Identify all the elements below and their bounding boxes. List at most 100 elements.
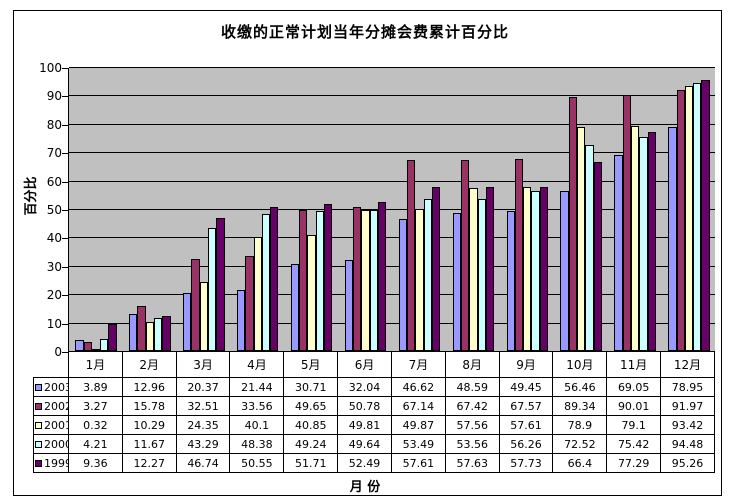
table-value: 90.01 — [607, 397, 662, 416]
table-value: 77.29 — [607, 454, 662, 473]
bar-2003-11月 — [614, 154, 623, 351]
table-value: 67.14 — [391, 397, 446, 416]
bar-1999-11月 — [647, 131, 656, 351]
table-value: 95.26 — [661, 454, 715, 473]
table-value: 11.67 — [122, 435, 177, 454]
chart-border — [13, 10, 722, 496]
table-value: 48.38 — [230, 435, 285, 454]
table-value: 49.81 — [338, 416, 392, 435]
table-value: 12.27 — [122, 454, 177, 473]
table-row: 2002 3.27 15.78 32.51 33.56 49.65 50.78 67.14 67… — [34, 397, 715, 416]
bar-2003-10月 — [560, 190, 569, 351]
x-axis-category: 10月 — [553, 352, 608, 377]
table-value: 49.24 — [284, 435, 339, 454]
bar-2003-12月 — [668, 126, 677, 351]
table-value: 89.34 — [553, 397, 608, 416]
table-value: 93.42 — [661, 416, 715, 435]
series-name: 2002 — [44, 399, 72, 413]
bar-2002-6月 — [353, 206, 362, 351]
gridline — [69, 265, 715, 267]
legend-cell: 2002 — [34, 397, 72, 416]
gridline — [69, 237, 715, 239]
bar-2000-1月 — [100, 339, 109, 351]
bar-2000-11月 — [639, 136, 648, 351]
series-name: 2001 — [44, 418, 72, 432]
bar-2002-5月 — [299, 210, 308, 351]
x-axis-category: 4月 — [230, 352, 285, 377]
bar-1999-10月 — [593, 162, 602, 351]
table-value: 79.1 — [607, 416, 662, 435]
table-value: 57.63 — [445, 454, 500, 473]
bar-2001-4月 — [253, 237, 262, 351]
table-value: 57.61 — [391, 454, 446, 473]
bar-2002-7月 — [407, 160, 416, 351]
bar-2000-7月 — [423, 199, 432, 351]
bar-1999-1月 — [108, 324, 117, 351]
gridline — [69, 322, 715, 324]
table-value: 49.65 — [284, 397, 339, 416]
gridline — [69, 209, 715, 210]
bar-2002-12月 — [676, 89, 685, 351]
bar-2003-9月 — [506, 210, 515, 351]
table-value: 57.73 — [499, 454, 554, 473]
bar-1999-8月 — [485, 187, 495, 351]
series-name: 2000 — [44, 437, 72, 451]
bar-2001-5月 — [307, 235, 316, 351]
legend-cell: 2003 — [34, 378, 72, 397]
bar-2003-5月 — [290, 263, 300, 351]
bar-2001-6月 — [361, 209, 370, 351]
table-value: 4.21 — [69, 435, 123, 454]
plot-area — [68, 67, 715, 352]
x-axis-category: 11月 — [607, 352, 662, 377]
table-value: 49.64 — [338, 435, 392, 454]
gridline — [69, 123, 715, 125]
table-value: 40.85 — [284, 416, 339, 435]
bar-2000-12月 — [693, 82, 702, 351]
table-value: 46.62 — [391, 378, 446, 397]
bar-1999-5月 — [324, 204, 333, 351]
x-axis-category: 3月 — [177, 352, 231, 377]
table-value: 40.1 — [230, 416, 285, 435]
table-value: 46.74 — [176, 454, 231, 473]
bar-1999-4月 — [270, 207, 279, 351]
bar-2000-10月 — [585, 145, 594, 351]
bar-2003-4月 — [236, 290, 246, 351]
table-value: 48.59 — [445, 378, 500, 397]
table-value: 69.05 — [607, 378, 662, 397]
table-row: 2003 3.89 12.96 20.37 21.44 30.71 32.04 46.62 48… — [34, 378, 715, 397]
bar-2001-11月 — [630, 126, 640, 351]
legend-swatch-icon — [35, 383, 42, 391]
table-value: 49.87 — [391, 416, 446, 435]
bar-2002-11月 — [622, 95, 631, 351]
table-value: 78.9 — [553, 416, 608, 435]
table-value: 53.49 — [391, 435, 446, 454]
table-value: 21.44 — [230, 378, 285, 397]
table-value: 12.96 — [122, 378, 177, 397]
table-value: 51.71 — [284, 454, 339, 473]
table-value: 9.36 — [69, 454, 123, 473]
bar-2002-8月 — [460, 159, 470, 351]
x-axis-category: 5月 — [284, 352, 339, 377]
table-value: 50.78 — [338, 397, 392, 416]
table-value: 43.29 — [176, 435, 231, 454]
bar-2002-9月 — [514, 159, 524, 351]
bar-1999-6月 — [377, 201, 387, 351]
table-row: 2001 0.32 10.29 24.35 40.1 40.85 49.81 49.87 57.… — [34, 416, 715, 435]
x-axis-category: 7月 — [392, 352, 446, 377]
bar-2003-3月 — [183, 293, 192, 351]
legend-cell: 2000 — [34, 435, 72, 454]
table-value: 66.4 — [553, 454, 608, 473]
table-value: 20.37 — [176, 378, 231, 397]
bar-2001-3月 — [199, 281, 208, 351]
table-value: 10.29 — [122, 416, 177, 435]
legend-cell: 1999 — [34, 454, 72, 473]
table-value: 33.56 — [230, 397, 285, 416]
table-value: 49.45 — [499, 378, 554, 397]
bar-1999-3月 — [216, 218, 225, 351]
table-value: 72.52 — [553, 435, 608, 454]
legend-swatch-icon — [35, 421, 42, 429]
x-axis-category: 6月 — [338, 352, 392, 377]
legend-swatch-icon — [35, 402, 42, 410]
table-value: 50.55 — [230, 454, 285, 473]
x-axis-category: 9月 — [500, 352, 554, 377]
